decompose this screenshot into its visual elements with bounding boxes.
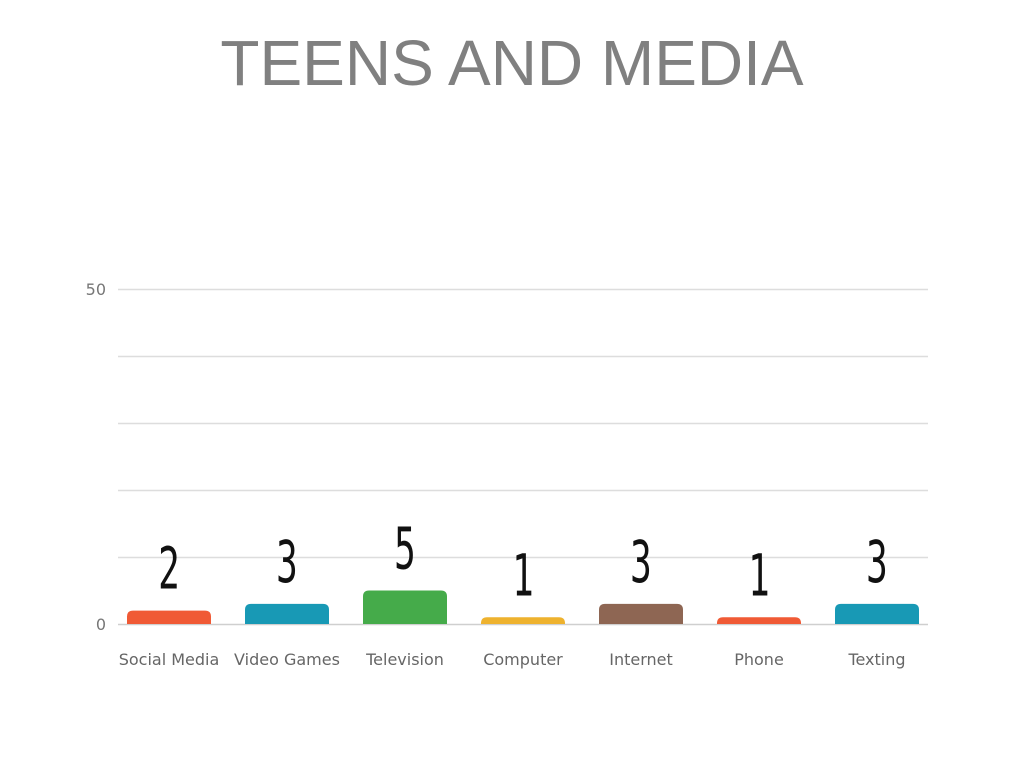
category-label: Phone [734,650,784,669]
bar-television [363,590,447,624]
x-axis-labels: Social Media Video Games Television Compute… [119,650,906,669]
data-label: 2 [158,536,180,603]
category-label: Social Media [119,650,220,669]
data-labels: 2 3 5 1 3 1 3 [158,516,888,610]
data-label: 3 [630,529,652,596]
y-axis-ticks: 0 50 [86,280,106,634]
slide-title: TEENS AND MEDIA [220,27,804,99]
gridlines [118,288,928,626]
category-label: Computer [483,650,563,669]
bar-phone [717,617,801,624]
category-label: Television [365,650,444,669]
data-label: 3 [866,529,888,596]
data-label: 1 [748,542,770,609]
data-label: 3 [276,529,298,596]
category-label: Video Games [234,650,340,669]
bar-texting [835,603,919,624]
bar-social-media [127,610,211,624]
data-label: 1 [512,542,534,609]
bar-computer [481,617,565,624]
data-label: 5 [394,516,416,583]
category-label: Internet [609,650,673,669]
bar-video-games [245,603,329,624]
bar-internet [599,603,683,624]
y-tick-label: 0 [96,615,106,634]
bars [127,590,919,624]
y-tick-label: 50 [86,280,106,299]
category-label: Texting [847,650,905,669]
